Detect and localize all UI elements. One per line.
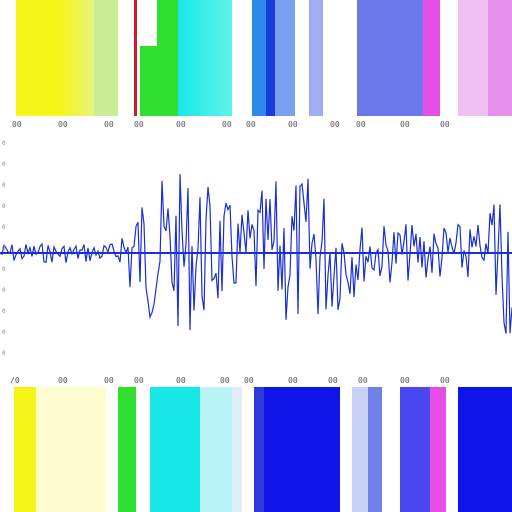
ruler-tick-label: 00 — [134, 120, 144, 129]
color-band — [178, 0, 232, 116]
axis-label: 0 — [2, 350, 6, 357]
ruler-tick-label: 00 — [288, 376, 298, 385]
color-band — [118, 387, 136, 512]
color-band — [200, 387, 232, 512]
color-band — [275, 0, 295, 116]
color-band — [242, 387, 254, 512]
color-band — [264, 387, 340, 512]
axis-label: 0 — [2, 287, 6, 294]
ruler-tick-label: 00 — [246, 120, 256, 129]
bottom-color-strip — [0, 387, 512, 512]
ruler-tick-label: 00 — [176, 120, 186, 129]
color-band — [16, 0, 60, 116]
color-band — [106, 387, 118, 512]
color-band — [252, 0, 266, 116]
color-band — [118, 0, 134, 116]
color-band — [136, 387, 150, 512]
color-band — [232, 0, 252, 116]
color-band — [232, 387, 242, 512]
color-band — [0, 0, 16, 116]
ruler-tick-label: 00 — [220, 376, 230, 385]
axis-label: 0 — [2, 203, 6, 210]
ruler-tick-label: 00 — [12, 120, 22, 129]
top-color-strip — [0, 0, 512, 116]
color-band — [60, 0, 94, 116]
color-band — [94, 0, 118, 116]
ruler-tick-label: 00 — [400, 376, 410, 385]
color-band — [340, 387, 352, 512]
color-band — [14, 387, 36, 512]
color-band — [488, 0, 512, 116]
color-band — [458, 387, 512, 512]
color-band — [150, 387, 200, 512]
color-band — [446, 387, 458, 512]
color-band — [458, 0, 488, 116]
ruler-tick-label: 00 — [244, 376, 254, 385]
ruler-tick-label: 00 — [330, 120, 340, 129]
color-band — [423, 0, 440, 116]
color-band — [352, 387, 368, 512]
color-band — [0, 387, 14, 512]
color-band — [357, 0, 423, 116]
color-band — [368, 387, 382, 512]
ruler-tick-label: 00 — [58, 120, 68, 129]
axis-label: 0 — [2, 245, 6, 252]
top-ruler: 00 00 00 00 00 00 00 00 00 00 00 00 — [0, 118, 512, 132]
axis-label: 0 — [2, 161, 6, 168]
color-band — [430, 387, 446, 512]
ruler-tick-label: 00 — [222, 120, 232, 129]
color-band — [309, 0, 323, 116]
color-band — [440, 0, 458, 116]
waveform-plot — [0, 174, 512, 334]
ruler-tick-label: 00 — [400, 120, 410, 129]
ruler-tick-label: 00 — [104, 120, 114, 129]
bottom-ruler: /0 00 00 00 00 00 00 00 00 00 00 00 — [0, 374, 512, 388]
color-band — [400, 387, 430, 512]
ruler-tick-label: 00 — [328, 376, 338, 385]
ruler-tick-label: 00 — [58, 376, 68, 385]
ruler-tick-label: 00 — [440, 120, 450, 129]
axis-label: 0 — [2, 224, 6, 231]
color-band — [134, 0, 137, 116]
color-band — [254, 387, 264, 512]
waveform-panel: 0 0 0 0 0 0 0 0 0 0 0 — [0, 134, 512, 372]
ruler-tick-label: 00 — [134, 376, 144, 385]
axis-label: 0 — [2, 266, 6, 273]
color-band — [382, 387, 400, 512]
axis-label: 0 — [2, 329, 6, 336]
axis-label: 0 — [2, 308, 6, 315]
ruler-tick-label: /0 — [10, 376, 20, 385]
waveform-trace — [0, 174, 512, 334]
ruler-tick-label: 00 — [440, 376, 450, 385]
color-band — [266, 0, 275, 116]
ruler-tick-label: 00 — [358, 376, 368, 385]
axis-label: 0 — [2, 182, 6, 189]
ruler-tick-label: 00 — [288, 120, 298, 129]
color-band — [157, 0, 178, 116]
color-band — [36, 387, 106, 512]
ruler-tick-label: 00 — [356, 120, 366, 129]
color-band — [295, 0, 309, 116]
axis-label: 0 — [2, 140, 6, 147]
ruler-tick-label: 00 — [176, 376, 186, 385]
color-band — [323, 0, 357, 116]
ruler-tick-label: 00 — [104, 376, 114, 385]
